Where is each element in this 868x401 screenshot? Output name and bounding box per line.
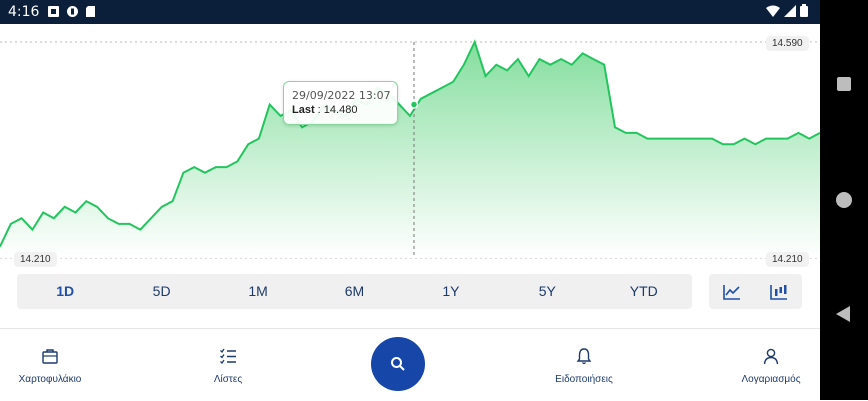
- price-area: [0, 42, 820, 258]
- back-button[interactable]: [836, 306, 850, 322]
- candlestick-chart-icon: [769, 284, 787, 300]
- range-1y-button[interactable]: 1Y: [442, 283, 460, 299]
- portfolio-icon: [42, 349, 58, 364]
- nav-portfolio-label: Χαρτοφυλάκιο: [18, 374, 82, 385]
- nav-notifications-label: Ειδοποιήσεις: [555, 374, 613, 385]
- tooltip-value: 14.480: [323, 104, 358, 116]
- tooltip-date: 29/09/2022 13:07: [292, 89, 391, 102]
- bell-icon: [576, 348, 592, 365]
- status-time: 4:16: [8, 4, 40, 20]
- range-5d-button[interactable]: 5D: [152, 283, 171, 299]
- line-chart-icon: [723, 284, 741, 300]
- tooltip-separator: :: [314, 104, 324, 116]
- battery-icon: [800, 4, 808, 17]
- chart-tooltip: 29/09/2022 13:07 Last : 14.480: [283, 81, 398, 125]
- status-system-icons: [766, 4, 808, 17]
- nav-notifications[interactable]: Ειδοποιήσεις: [529, 347, 639, 385]
- status-bar: 4:16: [0, 0, 820, 24]
- notification-app-icon: [67, 6, 78, 17]
- tooltip-value-row: Last : 14.480: [292, 104, 357, 116]
- range-6m-button[interactable]: 6M: [344, 283, 365, 299]
- range-ytd-button[interactable]: YTD: [629, 283, 658, 299]
- status-notification-icons: [48, 6, 97, 17]
- chart-type-selector: [709, 274, 802, 309]
- candlestick-chart-button[interactable]: [756, 274, 803, 309]
- nav-account-label: Λογαριασμός: [741, 374, 801, 385]
- nav-portfolio[interactable]: Χαρτοφυλάκιο: [0, 347, 105, 385]
- search-icon: [391, 357, 405, 371]
- checklist-icon: [220, 348, 236, 365]
- nav-account[interactable]: Λογαριασμός: [716, 347, 826, 385]
- signal-icon: [784, 4, 796, 17]
- wifi-icon: [766, 5, 780, 17]
- nav-lists-label: Λίστες: [213, 374, 243, 385]
- notification-app-icon: [48, 6, 59, 17]
- tooltip-series-label: Last: [292, 104, 315, 116]
- range-1m-button[interactable]: 1M: [248, 283, 268, 299]
- recents-button[interactable]: [837, 77, 851, 91]
- account-icon: [763, 348, 779, 365]
- price-chart-svg[interactable]: [0, 24, 821, 270]
- range-5y-button[interactable]: 5Y: [538, 283, 556, 299]
- y-min-label: 14.210: [14, 252, 57, 267]
- price-chart[interactable]: [0, 24, 821, 270]
- price-line: [0, 39, 821, 248]
- search-button[interactable]: [371, 337, 425, 391]
- home-button[interactable]: [836, 192, 852, 208]
- y-min-right-label: 14.210: [766, 252, 809, 267]
- highlighted-point: [409, 100, 419, 109]
- range-1d-button[interactable]: 1D: [56, 283, 75, 299]
- line-chart-button[interactable]: [709, 274, 756, 309]
- y-max-label: 14.590: [766, 36, 809, 51]
- time-range-selector: 1D 5D 1M 6M 1Y 5Y YTD: [17, 274, 692, 309]
- sd-card-icon: [86, 6, 95, 17]
- nav-lists[interactable]: Λίστες: [173, 347, 283, 385]
